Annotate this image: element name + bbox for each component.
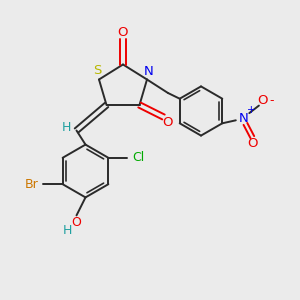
Text: Br: Br [24, 178, 38, 191]
Text: O: O [118, 26, 128, 39]
Text: N: N [239, 112, 249, 125]
Text: O: O [72, 216, 81, 230]
Text: N: N [144, 64, 153, 78]
Text: O: O [162, 116, 172, 129]
Text: -: - [270, 94, 274, 107]
Text: O: O [257, 94, 268, 107]
Text: O: O [247, 136, 258, 150]
Text: H: H [63, 224, 72, 238]
Text: H: H [61, 121, 71, 134]
Text: S: S [93, 64, 102, 77]
Text: Cl: Cl [132, 151, 145, 164]
Text: +: + [248, 105, 256, 115]
